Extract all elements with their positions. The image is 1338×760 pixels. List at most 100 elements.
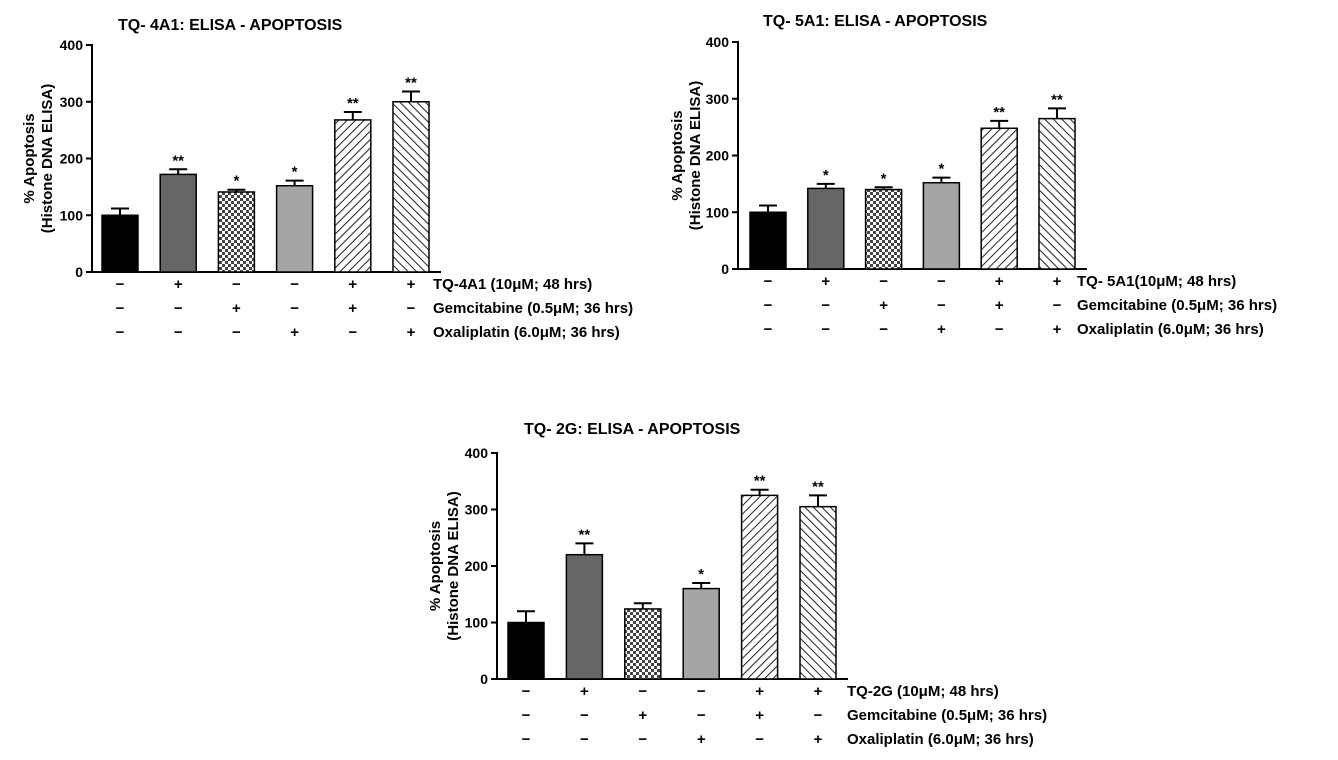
treatment-mark: + bbox=[348, 276, 357, 293]
treatment-mark: − bbox=[348, 324, 357, 341]
treatment-mark: + bbox=[407, 324, 416, 341]
y-tick-label: 0 bbox=[480, 671, 488, 687]
treatment-mark: − bbox=[821, 297, 830, 314]
treatment-label-oxaliplatin: Oxaliplatin (6.0μM; 36 hrs) bbox=[847, 731, 1034, 748]
treatment-mark: − bbox=[116, 300, 125, 317]
treatment-mark: − bbox=[232, 324, 241, 341]
treatment-mark: − bbox=[764, 297, 773, 314]
treatment-mark: − bbox=[764, 321, 773, 338]
y-axis-label: (Histone DNA ELISA) bbox=[445, 491, 462, 640]
treatment-mark: − bbox=[814, 707, 823, 724]
bar bbox=[981, 128, 1017, 269]
significance-label: ** bbox=[754, 473, 766, 490]
bar bbox=[508, 623, 544, 680]
bar bbox=[750, 212, 786, 269]
bar bbox=[742, 495, 778, 679]
treatment-mark: + bbox=[174, 276, 183, 293]
significance-label: ** bbox=[579, 526, 591, 543]
bar bbox=[683, 589, 719, 679]
treatment-mark: + bbox=[1053, 273, 1062, 290]
treatment-mark: − bbox=[821, 321, 830, 338]
treatment-label-gemcitabine: Gemcitabine (0.5μM; 36 hrs) bbox=[433, 300, 633, 317]
y-axis-label: % Apoptosis bbox=[21, 113, 38, 203]
treatment-mark: + bbox=[407, 276, 416, 293]
y-axis-label: % Apoptosis bbox=[427, 521, 444, 611]
treatment-mark: − bbox=[407, 300, 416, 317]
treatment-mark: − bbox=[116, 276, 125, 293]
chart-panel-tq-4a1: TQ- 4A1: ELISA - APOPTOSIS % Apoptosis (Hi… bbox=[21, 17, 633, 341]
y-tick-label: 300 bbox=[706, 91, 730, 107]
significance-label: ** bbox=[405, 75, 417, 92]
chart-panel-tq-5a1: TQ- 5A1: ELISA - APOPTOSIS % Apoptosis (Hi… bbox=[669, 13, 1277, 338]
chart-title: TQ- 4A1: ELISA - APOPTOSIS bbox=[118, 17, 343, 34]
significance-label: ** bbox=[993, 104, 1005, 121]
treatment-label-tq-4a1: TQ-4A1 (10μM; 48 hrs) bbox=[433, 276, 592, 293]
treatment-mark: − bbox=[522, 707, 531, 724]
treatment-mark: − bbox=[580, 731, 589, 748]
bar bbox=[102, 215, 138, 272]
y-tick-label: 100 bbox=[465, 615, 489, 631]
treatment-label-gemcitabine: Gemcitabine (0.5μM; 36 hrs) bbox=[1077, 297, 1277, 314]
y-tick-label: 100 bbox=[60, 207, 84, 223]
chart-panel-tq-2g: TQ- 2G: ELISA - APOPTOSIS % Apoptosis (His… bbox=[427, 421, 1047, 748]
treatment-mark: − bbox=[995, 321, 1004, 338]
treatment-mark: − bbox=[937, 273, 946, 290]
y-axis-label: % Apoptosis bbox=[669, 110, 686, 200]
bar bbox=[335, 120, 371, 272]
treatment-mark: + bbox=[937, 321, 946, 338]
treatment-label-gemcitabine: Gemcitabine (0.5μM; 36 hrs) bbox=[847, 707, 1047, 724]
treatment-mark: + bbox=[814, 731, 823, 748]
treatment-mark: − bbox=[697, 683, 706, 700]
treatment-mark: + bbox=[697, 731, 706, 748]
bar bbox=[160, 174, 196, 272]
treatment-mark: − bbox=[174, 324, 183, 341]
treatment-mark: + bbox=[995, 273, 1004, 290]
y-axis-label: (Histone DNA ELISA) bbox=[687, 81, 704, 230]
significance-label: ** bbox=[347, 95, 359, 112]
treatment-mark: + bbox=[290, 324, 299, 341]
significance-label: * bbox=[881, 170, 887, 187]
bar bbox=[393, 102, 429, 272]
treatment-mark: + bbox=[1053, 321, 1062, 338]
y-tick-label: 300 bbox=[60, 94, 84, 110]
treatment-mark: − bbox=[1053, 297, 1062, 314]
y-tick-label: 0 bbox=[721, 261, 729, 277]
treatment-mark: − bbox=[764, 273, 773, 290]
y-tick-label: 300 bbox=[465, 502, 489, 518]
treatment-mark: − bbox=[580, 707, 589, 724]
treatment-mark: − bbox=[522, 731, 531, 748]
bar bbox=[923, 183, 959, 269]
significance-label: * bbox=[233, 173, 239, 190]
treatment-label-tq-2g: TQ-2G (10μM; 48 hrs) bbox=[847, 683, 999, 700]
treatment-mark: − bbox=[116, 324, 125, 341]
treatment-label-oxaliplatin: Oxaliplatin (6.0μM; 36 hrs) bbox=[433, 324, 620, 341]
y-tick-label: 0 bbox=[75, 264, 83, 280]
treatment-mark: − bbox=[232, 276, 241, 293]
y-tick-label: 200 bbox=[465, 558, 489, 574]
treatment-mark: − bbox=[522, 683, 531, 700]
treatment-mark: − bbox=[290, 276, 299, 293]
treatment-mark: + bbox=[995, 297, 1004, 314]
bar bbox=[277, 186, 313, 272]
treatment-mark: + bbox=[755, 683, 764, 700]
bar bbox=[218, 192, 254, 272]
treatment-label-oxaliplatin: Oxaliplatin (6.0μM; 36 hrs) bbox=[1077, 321, 1264, 338]
significance-label: * bbox=[292, 164, 298, 181]
treatment-mark: − bbox=[638, 683, 647, 700]
treatment-label-tq: TQ- 5A1(10μM; 48 hrs) bbox=[1077, 273, 1236, 290]
bar bbox=[1039, 119, 1075, 269]
significance-label: ** bbox=[812, 478, 824, 495]
bar bbox=[866, 190, 902, 269]
y-tick-label: 200 bbox=[706, 148, 730, 164]
y-axis-label: (Histone DNA ELISA) bbox=[39, 84, 56, 233]
y-tick-label: 400 bbox=[706, 34, 730, 50]
chart-title: TQ- 2G: ELISA - APOPTOSIS bbox=[524, 421, 741, 438]
treatment-mark: − bbox=[638, 731, 647, 748]
treatment-mark: + bbox=[821, 273, 830, 290]
y-tick-label: 400 bbox=[60, 37, 84, 53]
treatment-mark: − bbox=[755, 731, 764, 748]
treatment-mark: + bbox=[814, 683, 823, 700]
significance-label: * bbox=[698, 566, 704, 583]
treatment-mark: + bbox=[638, 707, 647, 724]
